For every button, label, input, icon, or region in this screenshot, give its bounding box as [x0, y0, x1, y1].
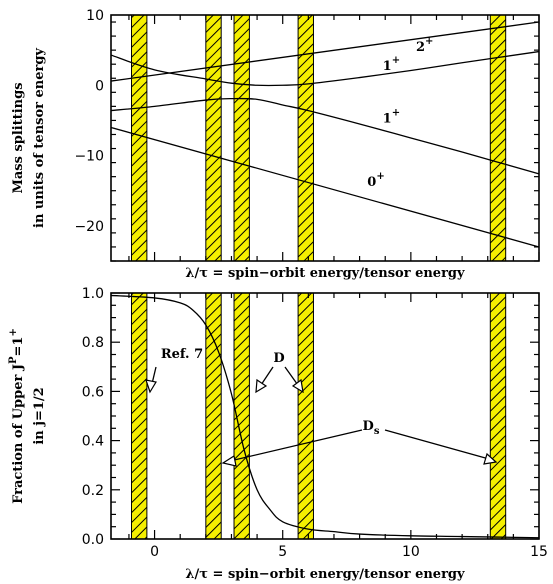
bot-y-tick-label: 0.8	[82, 335, 104, 351]
bot-y-tick-label: 0.2	[82, 483, 104, 499]
arrow-ds-left-head	[221, 455, 237, 467]
top-x-axis-title: λ/τ = spin−orbit energy/tensor energy	[185, 266, 465, 281]
bottom-x-axis-title: λ/τ = spin−orbit energy/tensor energy	[185, 567, 465, 582]
bottom-x-tick-labels: 0 5 10 15	[150, 544, 548, 560]
bottom-y-axis-title-line1: Fraction of Upper JP=1+	[8, 328, 26, 504]
bottom-curves	[110, 294, 540, 539]
arrow-d-left-head	[255, 378, 268, 394]
bot-x-tick-label: 5	[278, 544, 287, 560]
top-panel: 10 0 −10 −20 2+ 1+ 1+ 0+ λ/τ = spin−orbit e…	[11, 8, 540, 281]
top-y-tick-label: 10	[86, 8, 104, 24]
bottom-y-tick-labels: 1.0 0.8 0.6 0.4 0.2 0.0	[82, 286, 104, 548]
arrow-ds-left-shaft	[229, 429, 363, 462]
top-y-tick-labels: 10 0 −10 −20	[74, 8, 104, 235]
ref7-label: Ref. 7	[161, 347, 203, 362]
bot-y-tick-label: 0.6	[82, 384, 104, 400]
top-curve-2	[110, 97, 540, 175]
top-hatched-band-1	[205, 14, 222, 262]
bot-x-tick-label: 10	[402, 544, 420, 560]
bottom-y-axis-title-line2: in j=1/2	[32, 387, 47, 444]
bottom-plot-frame	[110, 292, 540, 540]
label-0plus: 0+	[367, 171, 384, 190]
top-y-axis-title-line2: in units of tensor energy	[32, 48, 47, 228]
arrow-d-right-head	[291, 378, 304, 394]
bot-y-tick-label: 0.0	[82, 532, 104, 548]
bottom-hatched-bands	[131, 292, 507, 540]
bot-hatched-band-0	[131, 292, 148, 540]
bot-x-tick-label: 15	[530, 544, 548, 560]
arrow-ds-right-shaft	[384, 429, 490, 460]
top-hatched-band-4	[489, 14, 507, 262]
top-y-tick-label: −10	[74, 149, 104, 165]
top-hatched-bands	[131, 14, 507, 262]
annotation-arrows	[145, 366, 498, 467]
label-2plus: 2+	[416, 36, 433, 55]
top-y-tick-label: 0	[95, 78, 104, 94]
label-1plus-upper: 1+	[383, 55, 400, 74]
bottom-tick-marks	[111, 292, 540, 540]
bottom-panel: 1.0 0.8 0.6 0.4 0.2 0.0 0 5 10 15 Ref. 7 D Ds λ/…	[8, 286, 548, 582]
top-curve-1	[110, 50, 540, 87]
bot-x-tick-label: 0	[150, 544, 159, 560]
bot-hatched-band-4	[489, 292, 507, 540]
top-hatched-band-2	[233, 14, 250, 262]
top-curves	[110, 21, 540, 248]
top-curve-3	[110, 126, 540, 248]
arrow-ds-right-head	[483, 452, 498, 465]
top-tick-marks	[111, 15, 540, 262]
top-curve-0	[110, 21, 540, 82]
bot-hatched-band-3	[297, 292, 314, 540]
top-y-axis-title: Mass splittings in units of tensor energ…	[11, 48, 47, 228]
d-label: D	[273, 351, 284, 366]
arrow-ref7-head	[145, 379, 157, 394]
top-plot-frame	[110, 14, 540, 262]
ds-label: Ds	[363, 419, 380, 437]
bottom-y-axis-title: Fraction of Upper JP=1+ in j=1/2	[8, 328, 47, 504]
top-y-tick-label: −20	[74, 219, 104, 235]
bot-y-tick-label: 1.0	[82, 286, 104, 302]
bot-curve-0	[110, 294, 540, 539]
top-hatched-band-3	[297, 14, 314, 262]
bot-y-tick-label: 0.4	[82, 434, 104, 450]
top-y-axis-title-line1: Mass splittings	[11, 82, 26, 193]
label-1plus-lower: 1+	[383, 108, 400, 127]
top-hatched-band-0	[131, 14, 148, 262]
